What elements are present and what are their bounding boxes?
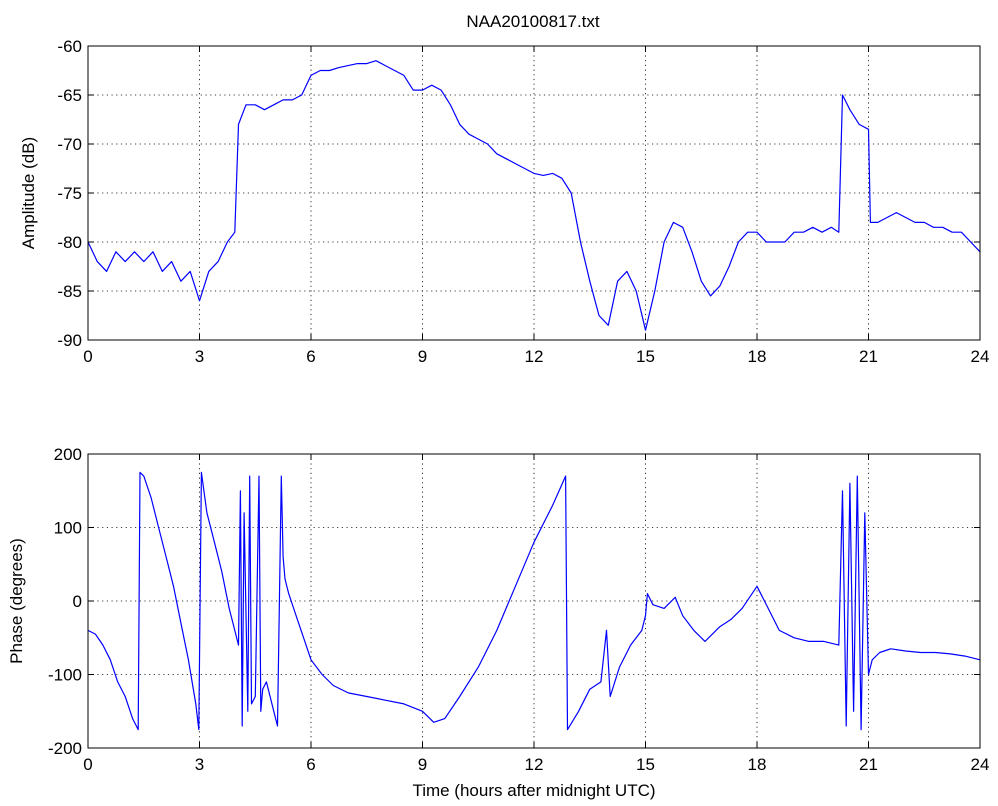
amplitude-y-tick-label: -70: [57, 135, 82, 154]
phase-x-tick-label: 6: [306, 755, 315, 774]
phase-series-line: [87, 471, 981, 731]
amplitude-y-tick-label: -80: [57, 233, 82, 252]
phase-x-tick-label: 0: [83, 755, 92, 774]
phase-plot: 0 3 6 9 12 15 18 21 24 -200 -100 0 100 200 Phase (degr…: [7, 445, 989, 800]
chart-title: NAA20100817.txt: [466, 12, 600, 31]
amplitude-x-tick-label: 6: [306, 347, 315, 366]
amplitude-x-tick-label: 3: [195, 347, 204, 366]
phase-x-tick-label: 15: [636, 755, 655, 774]
phase-x-tick-label: 9: [418, 755, 427, 774]
phase-x-tick-label: 21: [859, 755, 878, 774]
amplitude-series-line: [87, 60, 981, 331]
phase-y-tick-label: 100: [54, 519, 82, 538]
phase-y-axis-label: Phase (degrees): [7, 538, 26, 664]
phase-axes-frame: [87, 453, 981, 749]
amplitude-y-tick-label: -60: [57, 37, 82, 56]
phase-y-tick-label: 200: [54, 445, 82, 464]
amplitude-x-tick-label: 12: [525, 347, 544, 366]
amplitude-x-tick-label: 15: [636, 347, 655, 366]
phase-y-tick-label: -100: [48, 666, 82, 685]
amplitude-x-tick-label: 9: [418, 347, 427, 366]
amplitude-plot: 0 3 6 9 12 15 18 21 24 -90 -85 -80 -75 -70 -65 -60 Ampli…: [19, 37, 989, 366]
phase-x-tick-label: 12: [525, 755, 544, 774]
phase-x-axis-label: Time (hours after midnight UTC): [412, 781, 655, 800]
amplitude-x-tick-label: 18: [748, 347, 767, 366]
phase-x-tick-label: 3: [195, 755, 204, 774]
phase-x-tick-label: 24: [971, 755, 990, 774]
amplitude-y-tick-label: -65: [57, 86, 82, 105]
amplitude-y-tick-label: -90: [57, 331, 82, 350]
amplitude-x-tick-label: 21: [859, 347, 878, 366]
amplitude-y-tick-label: -85: [57, 282, 82, 301]
phase-y-tick-label: -200: [48, 739, 82, 758]
amplitude-x-tick-label: 24: [971, 347, 990, 366]
phase-x-tick-label: 18: [748, 755, 767, 774]
amplitude-y-tick-label: -75: [57, 184, 82, 203]
amplitude-axes-frame: [87, 45, 981, 341]
amplitude-y-axis-label: Amplitude (dB): [19, 137, 38, 249]
amplitude-x-tick-label: 0: [83, 347, 92, 366]
phase-y-tick-label: 0: [73, 592, 82, 611]
